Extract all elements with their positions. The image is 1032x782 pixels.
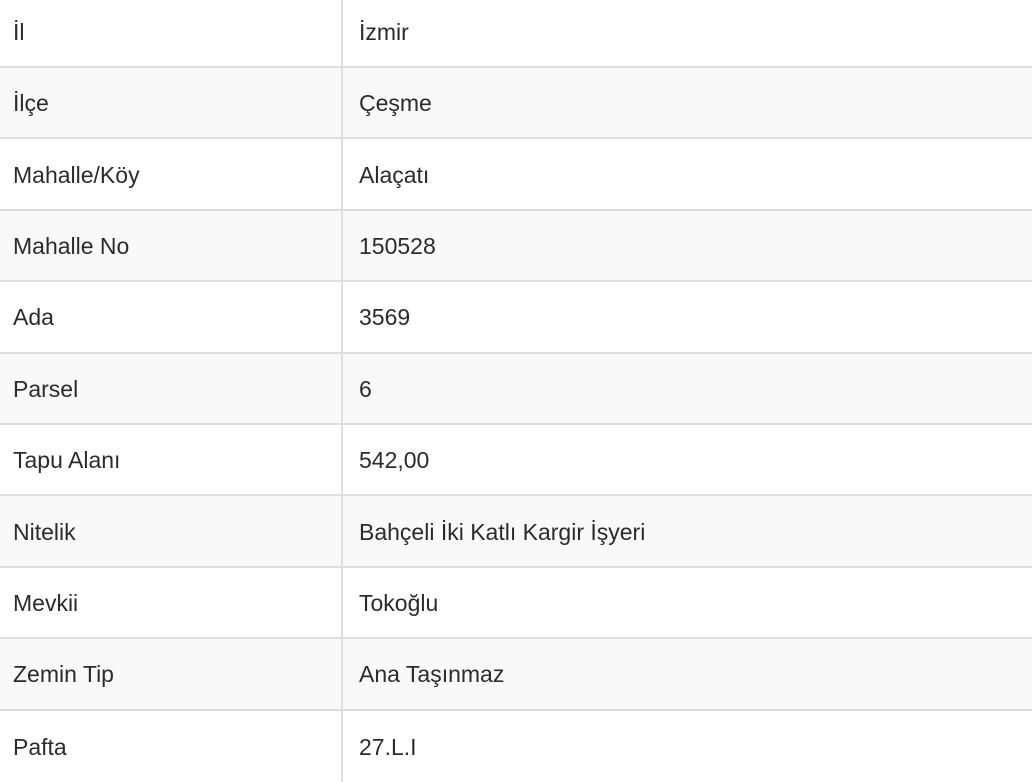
table-row: Parsel 6 [0, 353, 1032, 425]
table-row: Mahalle No 150528 [0, 210, 1032, 283]
row-label: Zemin Tip [0, 639, 343, 709]
table-row: Ada 3569 [0, 282, 1032, 354]
row-value: 3569 [359, 304, 411, 331]
table-row: Zemin Tip Ana Taşınmaz [0, 639, 1032, 711]
row-label: İlçe [0, 68, 343, 138]
row-label: Tapu Alanı [0, 424, 343, 495]
row-value: 27.L.I [359, 733, 417, 760]
row-value: Tokoğlu [359, 589, 439, 616]
row-value: İzmir [359, 18, 409, 45]
row-value: Ana Taşınmaz [359, 661, 505, 688]
table-row: Mahalle/Köy Alaçatı [0, 139, 1032, 211]
row-value: Alaçatı [359, 161, 430, 188]
row-value: Çeşme [359, 90, 432, 117]
row-label: Mevkii [0, 567, 343, 638]
table-row: Pafta 27.L.I [0, 710, 1032, 782]
table-row: Mevkii Tokoğlu [0, 567, 1032, 640]
row-label: Nitelik [0, 496, 343, 566]
row-label: İl [0, 0, 343, 66]
row-value: 542,00 [359, 447, 430, 474]
table-row: Nitelik Bahçeli İki Katlı Kargir İşyeri [0, 496, 1032, 568]
table-row: Tapu Alanı 542,00 [0, 424, 1032, 497]
row-label: Ada [0, 282, 343, 352]
row-label: Mahalle/Köy [0, 139, 343, 209]
row-value: 150528 [359, 232, 436, 259]
table-row: İlçe Çeşme [0, 68, 1032, 140]
table-row: İl İzmir [0, 0, 1032, 68]
row-value: 6 [359, 375, 372, 402]
row-label: Mahalle No [0, 210, 343, 281]
row-value: Bahçeli İki Katlı Kargir İşyeri [359, 518, 646, 545]
row-label: Pafta [0, 710, 343, 782]
row-label: Parsel [0, 353, 343, 423]
